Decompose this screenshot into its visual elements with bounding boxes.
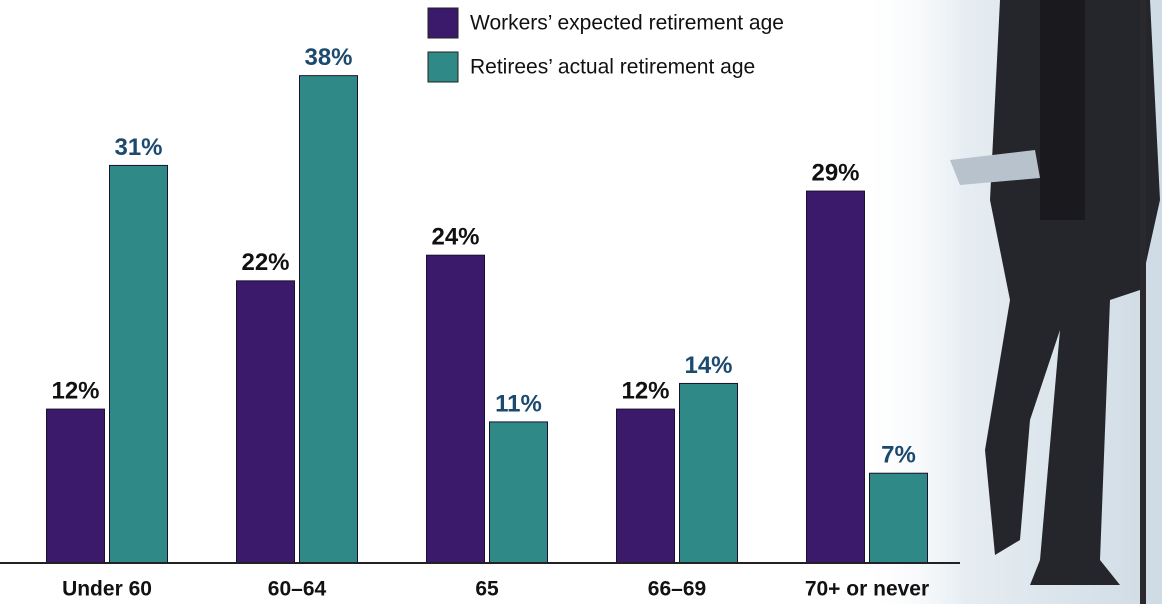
value-label: 7%	[881, 442, 916, 469]
x-tick-label: 65	[475, 578, 499, 601]
x-tick-label: 60–64	[268, 578, 327, 601]
bar	[489, 421, 548, 564]
legend: Workers’ expected retirement age Retirees…	[427, 7, 784, 83]
value-label: 38%	[304, 44, 352, 71]
person-photo	[950, 0, 1160, 604]
x-tick-label: 66–69	[648, 578, 706, 601]
value-label: 29%	[811, 159, 859, 186]
bar	[299, 75, 358, 564]
value-label: 12%	[51, 377, 99, 404]
bar	[869, 472, 928, 564]
plot: Under 60 12% 31% 60–64 22% 38% 65 24% 11% 66–69 12…	[46, 44, 929, 601]
x-tick-label: Under 60	[62, 578, 152, 601]
bar	[679, 382, 738, 564]
bar	[806, 190, 865, 564]
bar	[616, 408, 675, 564]
legend-label: Retirees’ actual retirement age	[470, 56, 755, 79]
value-label: 12%	[621, 377, 669, 404]
bar	[236, 280, 295, 564]
legend-swatch	[427, 7, 459, 39]
value-label: 22%	[241, 249, 289, 276]
bar	[426, 254, 485, 564]
legend-swatch	[427, 51, 459, 83]
bar	[46, 408, 105, 564]
value-label: 24%	[431, 224, 479, 251]
value-label: 31%	[114, 134, 162, 161]
x-tick-label: 70+ or never	[805, 578, 929, 601]
bar	[109, 164, 168, 564]
legend-label: Workers’ expected retirement age	[470, 12, 784, 35]
value-label: 11%	[495, 390, 542, 417]
value-label: 14%	[684, 352, 732, 379]
